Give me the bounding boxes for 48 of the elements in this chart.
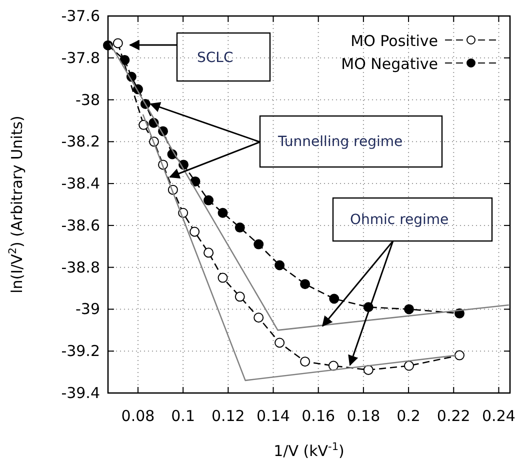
x-tick-label: 0.18 [346,407,380,425]
x-tick-label: 0.12 [211,407,245,425]
x-tick-label: 0.22 [436,407,470,425]
y-tick-label: -38.6 [61,216,100,234]
point [204,195,214,206]
point [218,272,228,283]
x-axis-title: 1/V (kV$^{-1}$) [274,441,344,460]
point [234,292,245,302]
point [328,360,338,371]
legend-label: MO Positive [350,32,438,50]
x-tick-label: 0.16 [302,407,336,425]
point [363,364,374,375]
point [300,356,310,367]
point [190,226,200,237]
y-tick-label: -37.8 [61,48,100,67]
x-tick-label: 0.24 [482,407,516,425]
annotation: Tunnelling regime [277,134,403,150]
point [254,312,264,323]
point [300,279,310,290]
y-tick-label: -39.4 [61,384,100,402]
point [120,54,130,65]
x-tick-label: 0.14 [256,407,290,425]
point [454,350,464,360]
point [404,360,414,371]
point [218,208,228,218]
x-tick-label: 0.08 [121,407,155,425]
x-tick-label: 0.1 [171,407,196,425]
point [112,38,123,48]
x-tick-label: 0.2 [396,407,420,425]
y-tick-label: -39.2 [61,342,100,360]
point [404,304,414,314]
point [329,294,340,304]
point [274,260,285,270]
point [190,176,200,186]
point [234,222,245,233]
annotation: SCLC [197,50,234,66]
y-tick-label: -38.2 [61,132,100,151]
y-tick-label: -38.4 [61,174,100,193]
point [103,40,113,50]
legend-label: MO Negative [341,55,438,73]
point [254,239,264,250]
y-tick-label: -38 [76,90,100,109]
y-tick-label: -38.8 [61,258,100,276]
y-tick-label: -39 [76,300,100,318]
annotation: Ohmic regime [350,212,449,228]
point [274,338,285,348]
y-tick-label: -37.6 [61,7,100,25]
point [204,248,214,258]
